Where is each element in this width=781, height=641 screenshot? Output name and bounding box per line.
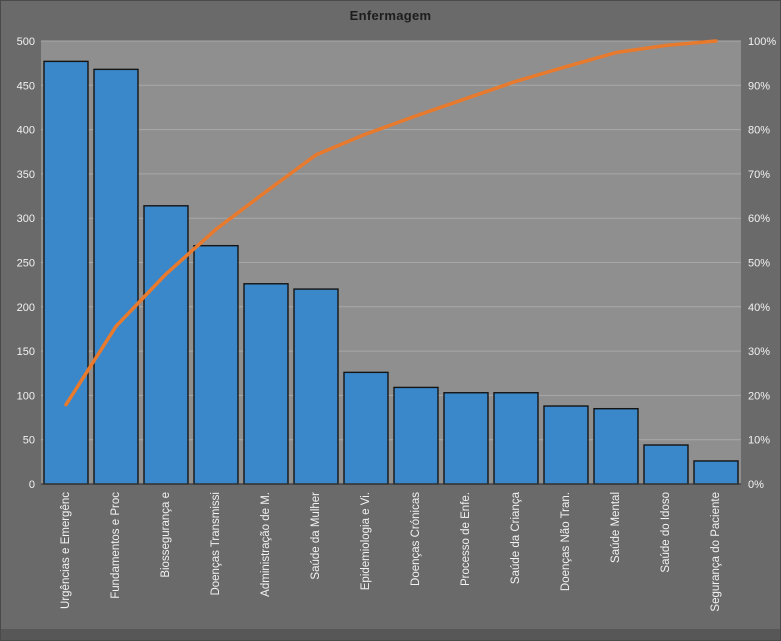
left-axis-tick-label: 500 — [17, 36, 35, 48]
category-label-0: Urgências e Emergênc — [60, 492, 72, 609]
bar-9[interactable] — [493, 392, 539, 485]
left-axis-tick-label: 0 — [29, 479, 35, 491]
left-axis-tick-label: 400 — [17, 125, 35, 137]
percent-axis-tick-label: 80% — [748, 125, 770, 137]
left-axis-tick-label: 250 — [17, 258, 35, 270]
percent-axis-tick-label: 40% — [748, 302, 770, 314]
left-axis-tick-label: 450 — [17, 80, 35, 92]
percent-axis-tick-label: 10% — [748, 435, 770, 447]
category-label-12: Saúde do Idoso — [660, 492, 672, 573]
category-label-3: Doenças Transmissi — [210, 492, 222, 596]
bar-1[interactable] — [93, 68, 139, 485]
bar-0[interactable] — [43, 60, 89, 485]
left-axis-tick-label: 50 — [23, 435, 35, 447]
chart-title: Enfermagem — [349, 8, 432, 23]
bar-3[interactable] — [193, 244, 239, 485]
bar-2[interactable] — [143, 205, 189, 485]
bar-11[interactable] — [593, 407, 639, 485]
category-label-6: Epidemiologia e Vi. — [360, 492, 372, 590]
category-label-5: Saúde da Mulher — [310, 492, 322, 580]
percent-axis-tick-label: 0% — [748, 479, 764, 491]
category-label-7: Doenças Crónicas — [410, 492, 422, 586]
category-label-11: Saúde Mental — [610, 492, 622, 563]
category-label-4: Administração de M. — [260, 492, 272, 597]
percent-axis-tick-label: 60% — [748, 213, 770, 225]
window-bottom-edge — [1, 629, 780, 640]
bar-6[interactable] — [343, 371, 389, 485]
percent-axis-tick-label: 20% — [748, 390, 770, 402]
bar-7[interactable] — [393, 386, 439, 485]
bar-8[interactable] — [443, 392, 489, 485]
bar-10[interactable] — [543, 405, 589, 485]
left-axis-tick-label: 100 — [17, 390, 35, 402]
percent-axis-tick-label: 100% — [748, 36, 776, 48]
left-axis-tick-label: 200 — [17, 302, 35, 314]
percent-axis-tick-label: 50% — [748, 258, 770, 270]
bar-4[interactable] — [243, 283, 289, 485]
category-label-1: Fundamentos e Proc — [110, 492, 122, 599]
left-axis-tick-label: 350 — [17, 169, 35, 181]
category-label-2: Biossegurança e — [160, 492, 172, 578]
bar-13[interactable] — [693, 460, 739, 485]
bar-12[interactable] — [643, 444, 689, 485]
category-label-8: Processo de Enfe. — [460, 492, 472, 586]
percent-axis-tick-label: 70% — [748, 169, 770, 181]
percent-axis-tick-label: 30% — [748, 346, 770, 358]
category-label-9: Saúde da Criança — [510, 491, 522, 584]
percent-axis-tick-label: 90% — [748, 80, 770, 92]
category-label-13: Segurança do Paciente — [710, 492, 722, 612]
left-axis-tick-label: 150 — [17, 346, 35, 358]
cumulative-line[interactable] — [64, 39, 718, 407]
category-label-10: Doenças Não Tran. — [560, 492, 572, 591]
bar-5[interactable] — [293, 288, 339, 485]
left-axis-tick-label: 300 — [17, 213, 35, 225]
